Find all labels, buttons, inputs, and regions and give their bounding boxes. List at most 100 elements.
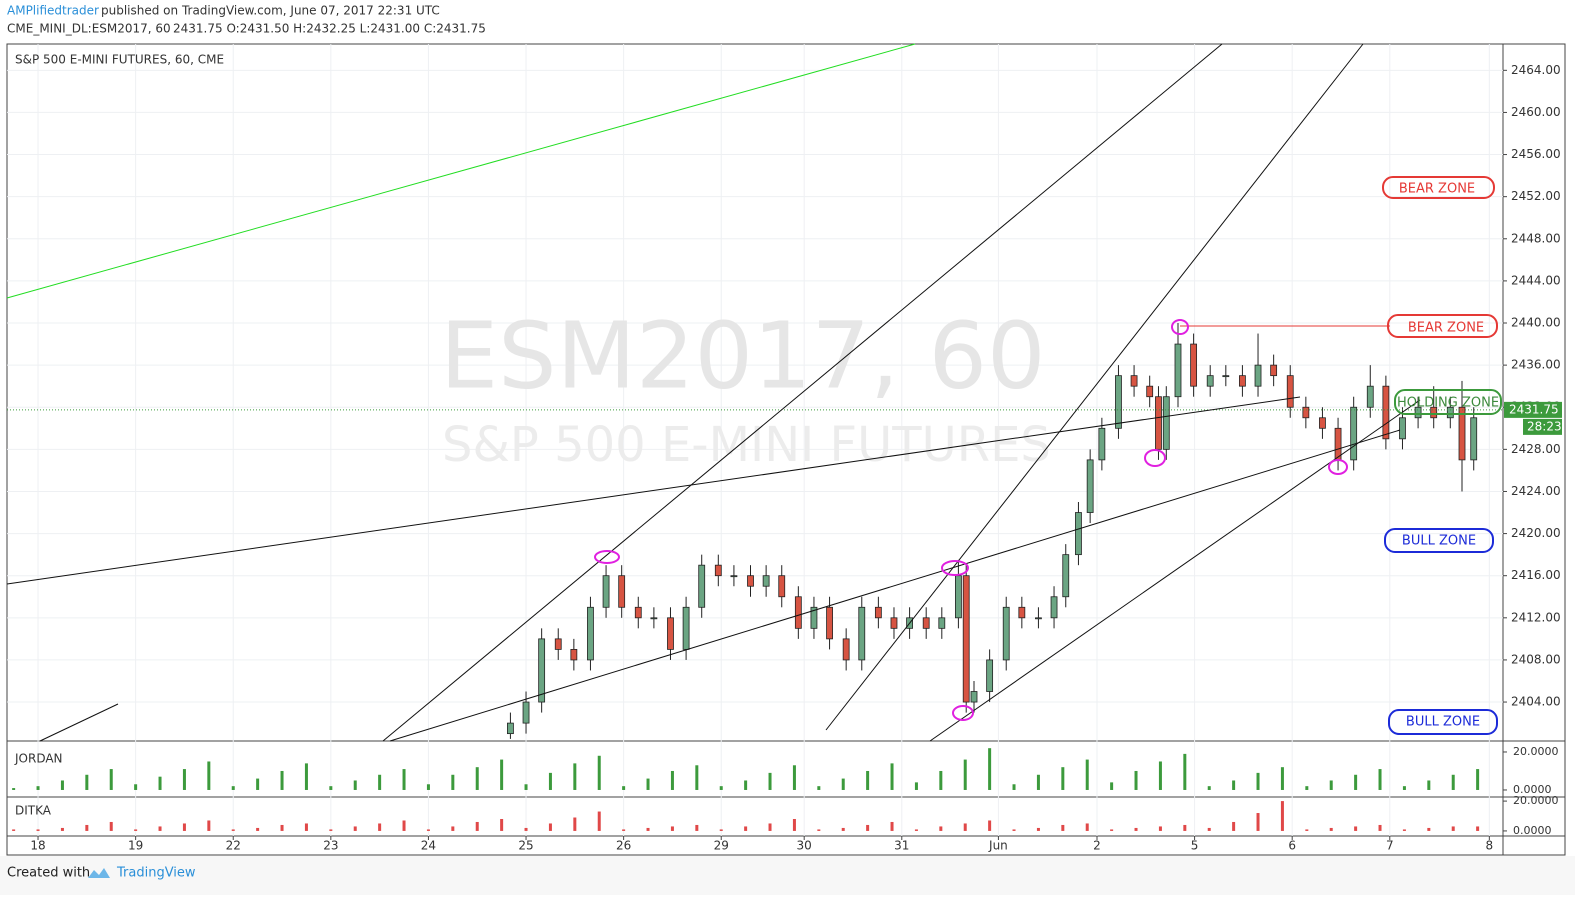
indicator-bar: [1061, 824, 1065, 831]
candle-body: [1302, 406, 1310, 419]
candle-body: [986, 659, 994, 692]
indicator-bar: [451, 826, 455, 831]
candle-body: [507, 722, 514, 735]
indicator-bar: [475, 767, 479, 790]
indicator-bar: [475, 821, 479, 831]
indicator-bar: [304, 823, 308, 831]
indicator-bar: [768, 823, 772, 831]
trendline: [6, 43, 916, 299]
indicator-bar: [378, 823, 382, 831]
indicator-bar: [1402, 829, 1406, 831]
indicator-bar: [207, 820, 211, 831]
candle-body: [1155, 396, 1162, 450]
indicator-bar: [1134, 827, 1138, 831]
x-tick-label: 18: [30, 839, 45, 853]
indicator-bar: [963, 823, 967, 831]
indicator-bar: [719, 829, 723, 831]
annotation: BEAR ZONE: [1408, 321, 1484, 336]
candle-body: [602, 575, 610, 608]
candle-body: [554, 638, 562, 650]
indicator-bar: [646, 827, 650, 831]
ohlc: 2431.75 O:2431.50 H:2432.25 L:2431.00 C:…: [173, 22, 486, 36]
indicator-bar: [402, 820, 406, 831]
trendline: [39, 703, 119, 742]
marker-circle: [594, 550, 620, 564]
annotation: BULL ZONE: [1402, 534, 1476, 549]
x-tick-label: 24: [421, 839, 436, 853]
indicator-bar: [1085, 759, 1089, 790]
indicator-bar: [500, 759, 504, 790]
candle-body: [970, 691, 978, 703]
indicator-label: DITKA: [15, 804, 52, 818]
indicator-bar: [1158, 826, 1162, 831]
candle-body: [1239, 375, 1246, 387]
candle-body: [890, 617, 898, 629]
candle-body: [1050, 596, 1058, 619]
candle-body: [1319, 417, 1326, 429]
candle-body: [682, 606, 690, 650]
indicator-bar: [646, 778, 650, 790]
indicator-bar: [1476, 826, 1480, 831]
candle-body: [730, 575, 738, 578]
indicator-bar: [988, 820, 992, 831]
indicator-bar: [12, 829, 16, 831]
x-tick-label: Jun: [988, 839, 1008, 853]
indicator-bar: [622, 829, 626, 831]
candle-body: [962, 575, 970, 703]
indicator-bar: [670, 770, 674, 790]
indicator-bar: [134, 829, 138, 831]
indicator-bar: [939, 770, 943, 790]
indicator-bar: [1183, 753, 1187, 790]
indicator-bar: [597, 811, 601, 831]
indicator-bar: [1158, 761, 1162, 790]
candle-body: [1470, 417, 1478, 461]
candle-body: [634, 606, 642, 619]
indicator-bar: [1232, 821, 1236, 831]
y-tick-label: 2452.00: [1511, 189, 1561, 203]
indicator-bar: [1110, 782, 1114, 790]
footer-bg: [0, 856, 1575, 895]
indicator-bar: [1110, 829, 1114, 831]
indicator-bar: [1427, 780, 1431, 790]
indicator-bar: [1061, 767, 1065, 790]
y-tick-label: 0.0000: [1513, 824, 1552, 837]
candle-body: [1002, 606, 1010, 661]
y-tick-label: 2404.00: [1511, 695, 1561, 709]
indicator-bar: [12, 788, 16, 790]
indicator-bar: [1134, 770, 1138, 790]
drawings: [6, 43, 1502, 742]
candle-body: [1286, 375, 1294, 408]
indicator-bar: [744, 826, 748, 831]
indicator-bar: [890, 821, 894, 831]
indicator-bar: [158, 826, 162, 831]
indicator-bar: [1207, 786, 1211, 790]
candle-body: [762, 575, 770, 587]
indicator-bar: [353, 780, 357, 790]
indicator-bar: [719, 786, 723, 790]
indicator-bar: [573, 817, 577, 831]
candle-body: [1018, 606, 1026, 619]
candle-body: [1190, 343, 1198, 387]
footer-text: Created with: [7, 866, 90, 881]
candle-body: [650, 617, 658, 620]
y-tick-label: 2424.00: [1511, 484, 1561, 498]
candle-body: [538, 638, 546, 703]
indicator-bar: [695, 824, 699, 831]
price-tag: [1504, 401, 1562, 418]
indicator-bar: [426, 784, 430, 790]
indicator-bar: [939, 826, 943, 831]
x-tick-label: 2: [1093, 839, 1101, 853]
marker-circle: [1171, 319, 1189, 335]
y-tick-label: 2428.00: [1511, 442, 1561, 456]
indicator-bar: [573, 763, 577, 790]
indicator-bar: [524, 827, 528, 831]
footer-brand[interactable]: TradingView: [116, 866, 196, 881]
annotation: BEAR ZONE: [1399, 182, 1475, 197]
x-tick-label: 22: [226, 839, 241, 853]
author[interactable]: AMPlifiedtrader: [7, 4, 99, 18]
published: published on TradingView.com, June 07, 2…: [101, 4, 440, 18]
x-tick-label: 25: [518, 839, 533, 853]
countdown-tag: [1523, 418, 1562, 435]
zone-box: [1394, 389, 1502, 415]
